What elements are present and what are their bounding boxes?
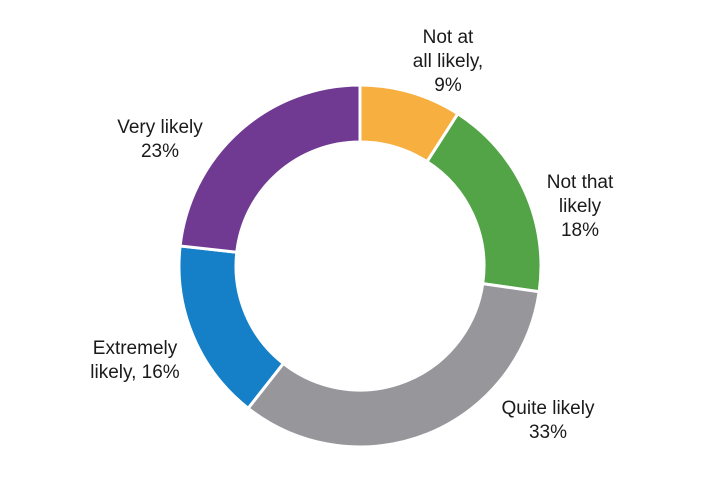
slice-label-4: Extremely likely, 16% xyxy=(90,338,180,383)
slice-label-line: Not at xyxy=(423,27,474,48)
donut-slice-5 xyxy=(178,83,362,254)
slice-label-line: likely, 16% xyxy=(90,362,180,383)
slice-label-line: Quite likely xyxy=(502,398,595,419)
slice-label-line: Not that xyxy=(547,172,614,193)
slice-labels: Not at all likely, 9% Not that likely 18% Quit… xyxy=(90,27,614,443)
slice-label-line: 33% xyxy=(529,422,567,443)
slice-label-line: all likely, xyxy=(413,51,483,72)
slice-label-2: Not that likely 18% xyxy=(547,172,614,241)
slice-label-5: Very likely 23% xyxy=(117,117,203,162)
slice-label-3: Quite likely 33% xyxy=(502,398,595,443)
donut-slice-2 xyxy=(424,111,543,294)
slice-label-line: Very likely xyxy=(117,117,203,138)
slice-label-line: 9% xyxy=(434,75,462,96)
donut-slices xyxy=(177,83,543,449)
slice-label-line: 18% xyxy=(561,220,599,241)
donut-slice-4 xyxy=(177,244,286,411)
slice-label-line: Extremely xyxy=(93,338,178,359)
donut-slice-3 xyxy=(246,281,541,449)
slice-label-line: 23% xyxy=(141,141,179,162)
slice-label-1: Not at all likely, 9% xyxy=(413,27,483,96)
slice-label-line: likely xyxy=(559,196,602,217)
